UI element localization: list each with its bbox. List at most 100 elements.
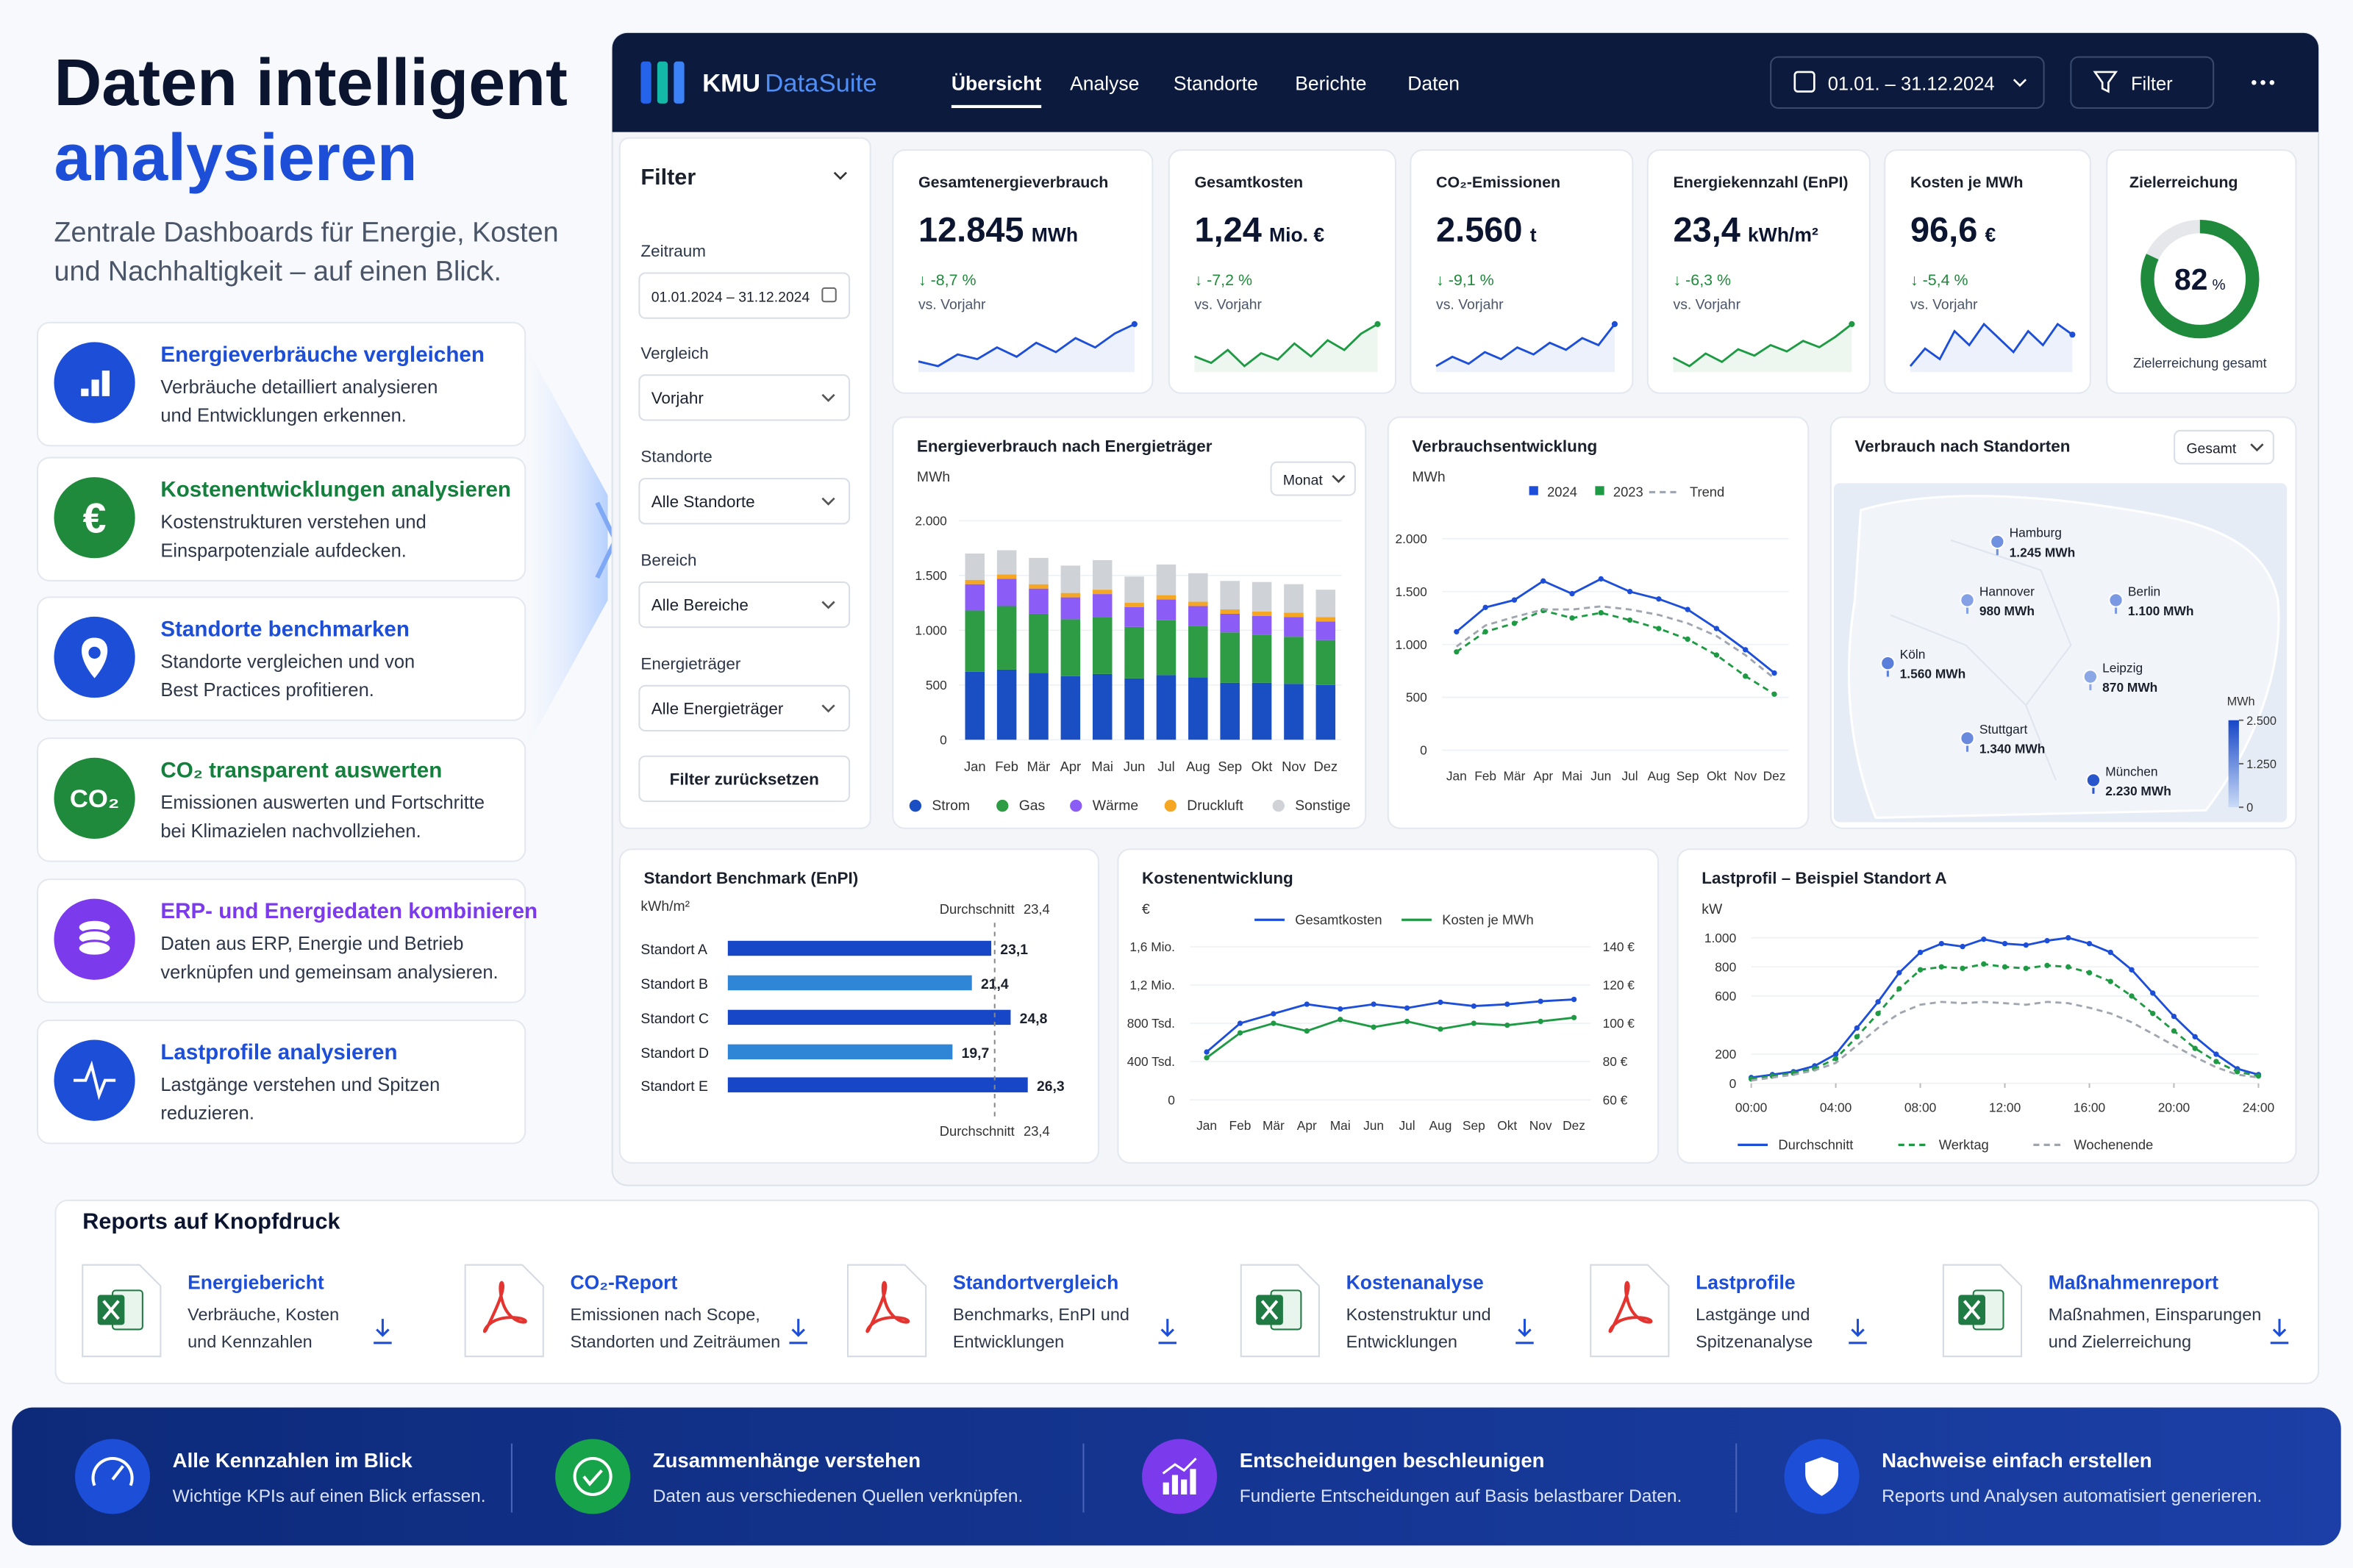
series-point bbox=[1598, 576, 1604, 582]
kpi-number: 2.560 bbox=[1436, 211, 1522, 249]
download-icon[interactable] bbox=[374, 1319, 392, 1345]
series-point bbox=[2150, 1010, 2156, 1017]
series-point bbox=[1656, 596, 1662, 602]
x-tick-label: 16:00 bbox=[2074, 1100, 2105, 1114]
axis-label: MWh bbox=[1412, 469, 1445, 485]
series-point bbox=[1685, 636, 1690, 642]
benefit-text: Wichtige KPIs auf einen Blick erfassen. bbox=[173, 1486, 486, 1506]
kpi-number: 1,24 bbox=[1194, 211, 1261, 249]
chevron bbox=[821, 704, 835, 713]
chevron bbox=[821, 393, 835, 402]
filter-select[interactable] bbox=[638, 581, 851, 629]
excel-x bbox=[1963, 1300, 1981, 1320]
kpi-compare: vs. Vorjahr bbox=[1436, 296, 1504, 312]
y-tick-label: 80 € bbox=[1603, 1054, 1628, 1069]
logo-bar bbox=[674, 61, 685, 104]
more-dot[interactable] bbox=[2252, 79, 2257, 85]
bar bbox=[727, 1044, 953, 1060]
series-point bbox=[2213, 1051, 2219, 1057]
icon-bar bbox=[1163, 1482, 1169, 1494]
filter-select[interactable] bbox=[638, 478, 851, 525]
series-point bbox=[1511, 620, 1518, 626]
icon-db bbox=[76, 939, 113, 957]
icon-pin-dot bbox=[88, 646, 101, 659]
location-pin[interactable] bbox=[2082, 669, 2099, 684]
filter-button[interactable] bbox=[2070, 56, 2215, 109]
bar-segment bbox=[1029, 673, 1049, 740]
bar-category: Standort D bbox=[640, 1045, 709, 1062]
bar-segment bbox=[1252, 611, 1272, 616]
feature-title: ERP- und Energiedaten kombinieren bbox=[160, 899, 538, 923]
series-point bbox=[1237, 1020, 1243, 1026]
y-tick-label: 800 Tsd. bbox=[1127, 1016, 1175, 1031]
location-pin[interactable] bbox=[1960, 593, 1975, 608]
report-text: Standorten und Zeiträumen bbox=[571, 1332, 781, 1351]
date-picker[interactable] bbox=[1770, 56, 2045, 109]
benefit-title: Entscheidungen beschleunigen bbox=[1240, 1449, 1545, 1472]
location-pin[interactable] bbox=[1990, 534, 2005, 550]
bar-segment bbox=[1220, 581, 1240, 609]
kpi-value: 23,4 kWh/m² bbox=[1674, 211, 1818, 249]
filter-select[interactable] bbox=[638, 272, 851, 319]
series-point bbox=[1981, 961, 1987, 967]
kpi-change: ↓ -6,3 % bbox=[1674, 271, 1732, 289]
x-tick-label: Feb bbox=[1229, 1118, 1252, 1133]
download-icon[interactable] bbox=[1515, 1319, 1534, 1345]
location-value: 1.340 MWh bbox=[1979, 742, 2046, 756]
location-pin[interactable] bbox=[1880, 655, 1896, 671]
legend-label: Wochenende bbox=[2074, 1137, 2153, 1153]
filter-label: Bereich bbox=[640, 551, 696, 570]
download-icon[interactable] bbox=[1849, 1319, 1867, 1345]
nav-item[interactable]: Analyse bbox=[1070, 72, 1139, 94]
scale-tick-label: 0 bbox=[2246, 801, 2253, 815]
filter-select[interactable] bbox=[638, 374, 851, 421]
bar-segment bbox=[1156, 564, 1176, 595]
location-pin[interactable] bbox=[2085, 773, 2102, 788]
bar-value-label: 21,4 bbox=[981, 976, 1009, 992]
chevron bbox=[821, 497, 835, 506]
more-dot[interactable] bbox=[2260, 79, 2265, 85]
download-icon[interactable] bbox=[2270, 1319, 2289, 1345]
download-icon[interactable] bbox=[1158, 1319, 1176, 1345]
chart-dropdown[interactable] bbox=[2174, 429, 2274, 465]
nav-item[interactable]: Berichte bbox=[1295, 72, 1366, 94]
reset-button[interactable] bbox=[638, 755, 851, 802]
series-point bbox=[1454, 629, 1460, 635]
series-point bbox=[2065, 964, 2071, 970]
series-point bbox=[2023, 942, 2029, 948]
nav-item[interactable]: Standorte bbox=[1174, 72, 1258, 94]
more-dot[interactable] bbox=[2269, 79, 2275, 85]
x-tick-label: Mai bbox=[1330, 1118, 1351, 1133]
bar bbox=[727, 940, 992, 956]
nav-item[interactable]: Daten bbox=[1407, 72, 1460, 94]
series-point bbox=[1854, 1025, 1860, 1031]
goal-value: 82% bbox=[2174, 262, 2226, 296]
report-file bbox=[847, 1264, 927, 1358]
sparkline-area bbox=[918, 323, 1135, 373]
location-value: 870 MWh bbox=[2102, 680, 2157, 695]
x-tick-label: Apr bbox=[1297, 1118, 1317, 1133]
chevron bbox=[2013, 79, 2027, 87]
bar-segment bbox=[1220, 682, 1240, 740]
download-icon[interactable] bbox=[789, 1319, 807, 1345]
check-ring bbox=[573, 1456, 613, 1497]
legend-swatch bbox=[1272, 799, 1285, 812]
excel-x bbox=[102, 1300, 120, 1320]
feature-text: Best Practices profitieren. bbox=[160, 680, 374, 701]
bar-segment bbox=[1092, 559, 1113, 590]
legend-label: Druckluft bbox=[1187, 798, 1243, 814]
pdf-glyph bbox=[1608, 1281, 1653, 1333]
location-pin[interactable] bbox=[1960, 731, 1975, 746]
filter-select[interactable] bbox=[638, 684, 851, 732]
bar-segment bbox=[1156, 675, 1176, 740]
pdf-glyph bbox=[865, 1281, 910, 1333]
x-tick-label: Mai bbox=[1562, 768, 1582, 783]
series-line bbox=[1751, 1000, 2259, 1082]
nav-item[interactable]: Übersicht bbox=[951, 72, 1041, 94]
series-point bbox=[1685, 606, 1690, 612]
location-pin[interactable] bbox=[2108, 593, 2124, 608]
chart-dropdown[interactable] bbox=[1270, 461, 1356, 496]
series-point bbox=[1271, 1020, 1277, 1026]
x-tick-label: Dez bbox=[1313, 759, 1338, 774]
bar-segment bbox=[1060, 593, 1081, 598]
